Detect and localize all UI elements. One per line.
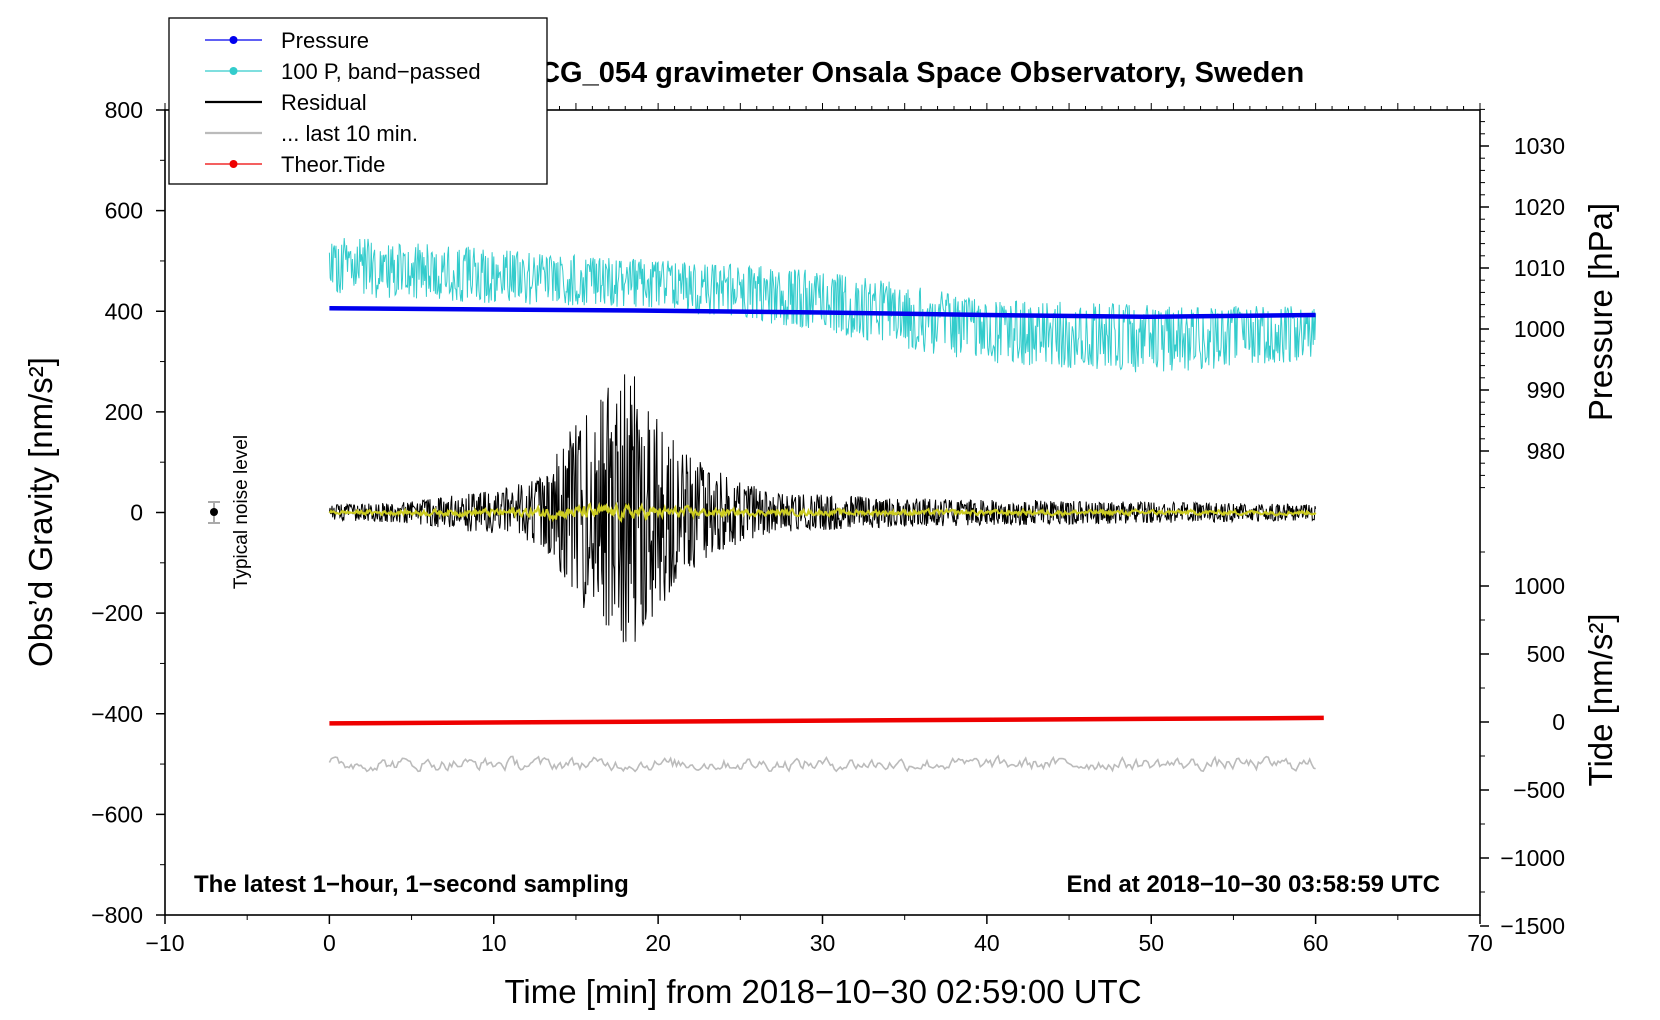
x-tick-label: −10	[145, 930, 184, 956]
pressure-tick-label: 990	[1527, 377, 1565, 403]
pressure-tick-label: 1020	[1514, 194, 1565, 220]
pressure-axis-label: Pressure [hPa]	[1582, 203, 1619, 421]
legend-swatch-dot	[229, 67, 238, 75]
y-tick-label: 200	[105, 399, 143, 425]
y-tick-label: −800	[91, 902, 143, 928]
series-last-10-min	[328, 754, 1316, 773]
legend-swatch-dot	[229, 36, 238, 44]
legend-item: ... last 10 min.	[205, 121, 418, 146]
legend-label: Pressure	[281, 28, 369, 53]
tide-tick-label: −1000	[1500, 845, 1565, 871]
x-tick-label: 10	[481, 930, 507, 956]
y-tick-label: 0	[130, 500, 143, 526]
tide-axis-label: Tide [nm/s²]	[1582, 614, 1619, 787]
y-tick-label: −600	[91, 801, 143, 827]
legend-label: Theor.Tide	[281, 152, 385, 177]
noise-point	[210, 508, 218, 516]
series-theoretical-tide	[329, 715, 1324, 726]
x-tick-label: 50	[1138, 930, 1164, 956]
x-axis-label: Time [min] from 2018−10−30 02:59:00 UTC	[504, 973, 1141, 1010]
pressure-tick-label: 1000	[1514, 316, 1565, 342]
tide-tick-label: −1500	[1500, 913, 1565, 939]
tide-tick-label: 500	[1527, 641, 1565, 667]
series-residual-filtered	[328, 501, 1317, 523]
pressure-tick-label: 980	[1527, 438, 1565, 464]
y-tick-label: 800	[105, 97, 143, 123]
pressure-tick-label: 1010	[1514, 255, 1565, 281]
legend-label: ... last 10 min.	[281, 121, 418, 146]
legend-item: Residual	[205, 90, 367, 115]
x-tick-label: 0	[323, 930, 336, 956]
y-axis-label: Obs’d Gravity [nm/s²]	[22, 357, 59, 667]
pressure-tick-label: 1030	[1514, 133, 1565, 159]
chart-title: SCG_054 gravimeter Onsala Space Observat…	[520, 57, 1304, 89]
series-pressure	[329, 306, 1316, 320]
noise-label: Typical noise level	[231, 435, 252, 589]
noise-indicator: Typical noise level	[208, 435, 252, 589]
legend-swatch-dot	[229, 160, 238, 168]
x-tick-label: 40	[974, 930, 1000, 956]
legend-item: Theor.Tide	[205, 152, 385, 177]
legend-label: 100 P, band−passed	[281, 59, 481, 84]
y-tick-label: −400	[91, 701, 143, 727]
legend-item: Pressure	[205, 28, 369, 53]
tide-tick-label: 0	[1552, 709, 1565, 735]
footer-right: End at 2018−10−30 03:58:59 UTC	[1066, 871, 1440, 898]
series-bandpassed-pressure	[328, 238, 1317, 373]
legend: Pressure 100 P, band−passed Residual ... la…	[168, 17, 548, 185]
y-tick-label: 600	[105, 198, 143, 224]
y-tick-label: 400	[105, 298, 143, 324]
legend-label: Residual	[281, 90, 367, 115]
x-tick-label: 70	[1467, 930, 1493, 956]
footer-left: The latest 1−hour, 1−second sampling	[194, 871, 629, 898]
x-tick-label: 30	[810, 930, 836, 956]
tide-tick-label: −500	[1513, 777, 1565, 803]
x-tick-label: 20	[645, 930, 671, 956]
tide-tick-label: 1000	[1514, 573, 1565, 599]
y-tick-label: −200	[91, 600, 143, 626]
x-tick-label: 60	[1303, 930, 1329, 956]
legend-item: 100 P, band−passed	[205, 59, 481, 84]
